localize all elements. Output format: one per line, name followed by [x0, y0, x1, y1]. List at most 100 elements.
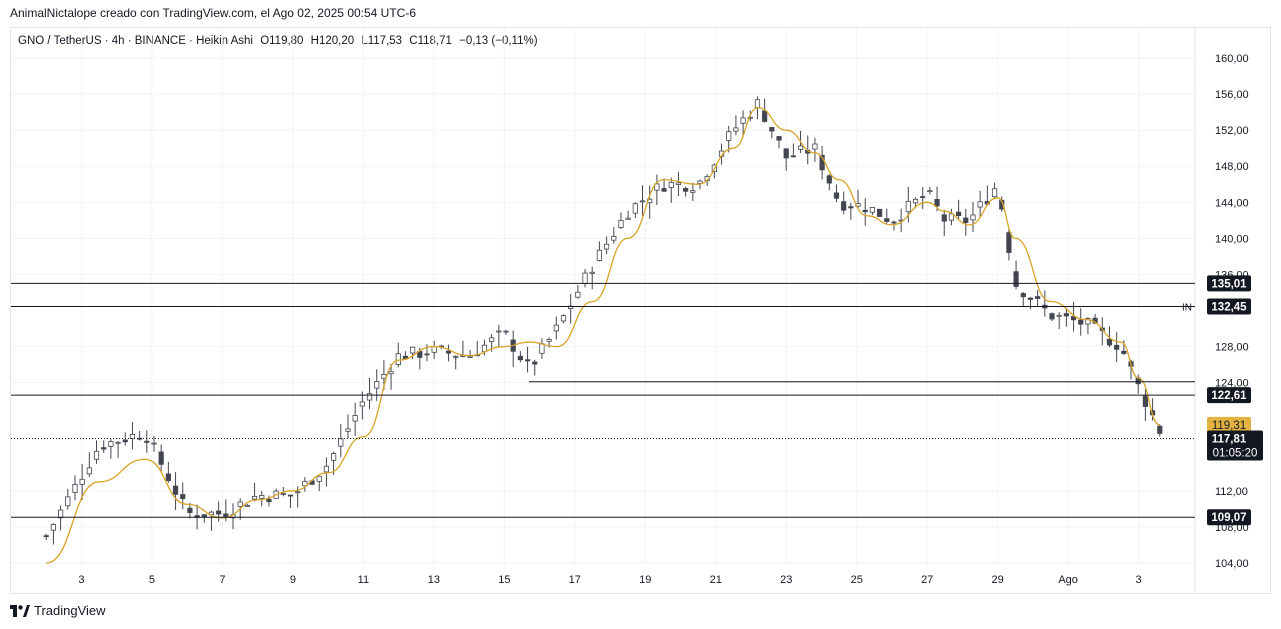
candle-body: [137, 437, 143, 440]
candle-body: [323, 465, 330, 473]
candle-body: [524, 359, 531, 362]
tradingview-logo-icon: [10, 604, 30, 617]
bar-countdown-label: 01:05:20: [1213, 447, 1258, 459]
candle-body: [941, 214, 947, 222]
candle-body: [65, 496, 71, 507]
y-tick-label: 156,00: [1215, 89, 1249, 101]
candle-body: [697, 180, 703, 184]
ma-value-badge: [1207, 416, 1251, 433]
candle-body: [424, 353, 430, 356]
x-tick-label: 15: [498, 574, 510, 586]
candle-body: [790, 155, 796, 158]
candle-body: [841, 201, 847, 211]
candle-body: [180, 494, 186, 500]
candle-body: [575, 291, 581, 298]
candle-body: [977, 201, 983, 208]
y-tick-label: 128,00: [1215, 342, 1249, 354]
candle-body: [345, 428, 351, 432]
last-price-label: 117,81: [1212, 433, 1247, 445]
candle-body: [287, 494, 294, 497]
candle-body: [747, 116, 753, 119]
level-badge: [1207, 298, 1251, 315]
y-tick-label: 140,00: [1215, 233, 1249, 245]
candle-body: [517, 355, 523, 361]
candle-body: [187, 507, 193, 513]
candle-body: [948, 213, 955, 221]
candle-body: [539, 343, 545, 354]
y-tick-label: 148,00: [1215, 161, 1249, 173]
x-tick-label: 9: [290, 574, 296, 586]
candle-body: [991, 188, 998, 198]
level-tag: IN: [1182, 302, 1192, 313]
candle-body: [338, 438, 344, 447]
level-badge-label: 135,01: [1211, 278, 1247, 290]
candle-body: [1114, 344, 1120, 350]
candle-body: [1063, 313, 1069, 317]
candle-body: [352, 415, 358, 422]
candle-body: [381, 373, 387, 379]
moving-average-line: [46, 106, 1161, 564]
candle-body: [668, 181, 674, 188]
candle-body: [50, 524, 57, 531]
candle-body: [201, 514, 207, 518]
candle-body: [295, 491, 301, 494]
ohlc-low: L117,53: [361, 35, 403, 47]
candle-body: [108, 441, 114, 447]
candle-body: [503, 330, 509, 333]
candle-body: [395, 353, 401, 365]
candle-body: [869, 206, 876, 213]
level-badge-label: 109,07: [1211, 512, 1246, 524]
candle-body: [912, 198, 919, 204]
candle-body: [101, 447, 107, 450]
ohlc-high: H120,20: [310, 35, 355, 47]
candle-body: [862, 209, 868, 213]
candle-body: [1142, 395, 1148, 407]
candle-body: [740, 117, 746, 124]
x-tick-label: 29: [992, 574, 1004, 586]
candles-group: [43, 96, 1163, 545]
candle-body: [927, 190, 933, 193]
tradingview-brand[interactable]: TradingView: [10, 603, 106, 618]
candle-body: [532, 361, 538, 365]
candle-body: [144, 440, 150, 443]
candle-body: [366, 393, 373, 401]
candle-body: [661, 188, 667, 192]
candle-body: [905, 200, 911, 213]
candle-body: [654, 183, 660, 191]
candle-body: [244, 504, 250, 507]
candle-body: [639, 200, 646, 203]
candle-body: [86, 467, 92, 475]
symbol-label[interactable]: GNO / TetherUS · 4h · BINANCE · Heikin A…: [18, 35, 253, 47]
y-tick-label: 104,00: [1215, 558, 1249, 570]
candle-body: [58, 509, 64, 519]
candle-body: [675, 182, 682, 185]
candle-body: [251, 495, 258, 500]
candle-body: [625, 217, 631, 220]
candle-body: [582, 272, 588, 284]
candle-body: [237, 501, 243, 507]
candle-body: [632, 203, 638, 214]
candle-body: [589, 271, 595, 274]
candle-body: [876, 208, 883, 217]
candle-body: [359, 401, 365, 407]
y-tick-label: 112,00: [1215, 486, 1248, 498]
candle-body: [208, 511, 215, 516]
candle-body: [374, 381, 380, 389]
candle-body: [467, 355, 473, 358]
level-badge: [1207, 509, 1251, 526]
candle-body: [1013, 271, 1019, 287]
candle-body: [93, 450, 100, 460]
candle-body: [762, 110, 768, 122]
candle-body: [769, 127, 775, 132]
candle-body: [1027, 297, 1034, 300]
candle-body: [158, 451, 164, 465]
candle-body: [266, 498, 272, 503]
candle-body: [43, 535, 49, 538]
x-tick-label: 5: [149, 574, 155, 586]
candle-body: [445, 350, 452, 354]
candle-body: [129, 434, 136, 440]
candle-body: [72, 484, 78, 493]
candle-body: [151, 442, 157, 445]
candle-body: [1049, 313, 1055, 320]
